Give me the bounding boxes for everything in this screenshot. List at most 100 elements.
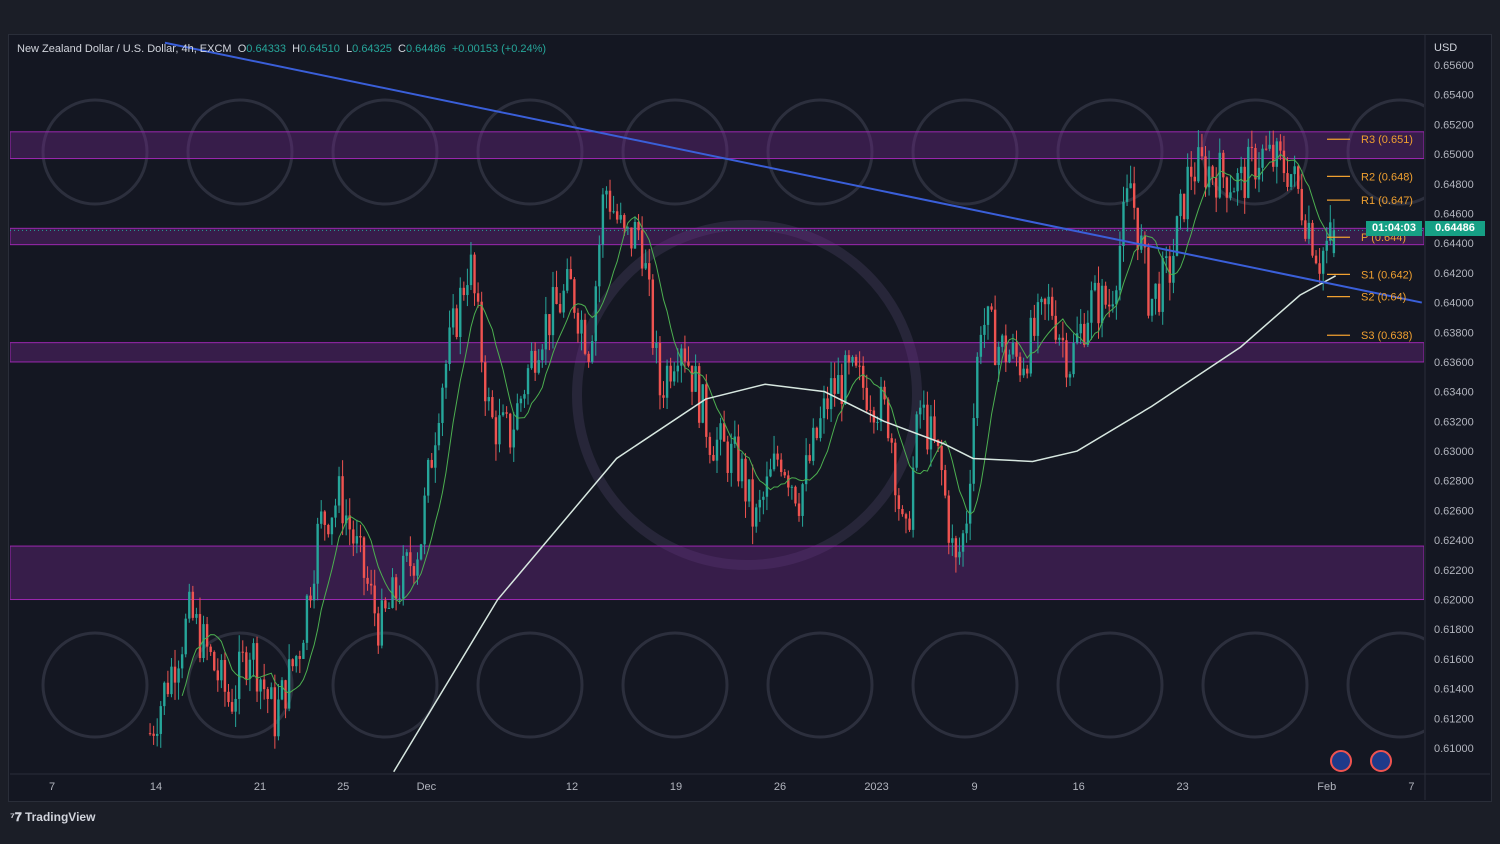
candle-body: [826, 398, 829, 410]
candle-body: [1247, 146, 1250, 198]
candle-body: [305, 595, 309, 643]
candle-body: [484, 362, 487, 402]
candle-body: [1093, 282, 1097, 291]
candle-body: [1150, 298, 1154, 316]
price-tick-label: 0.63800: [1434, 327, 1474, 339]
candle-body: [1065, 340, 1068, 378]
candle-body: [858, 365, 861, 367]
candle-body: [526, 368, 530, 395]
watermark-badge: [1201, 631, 1309, 739]
candle-body: [772, 453, 776, 470]
candle-body: [1050, 296, 1054, 316]
candle-body: [783, 472, 786, 476]
candle-body: [1300, 188, 1303, 221]
price-tick-label: 0.62600: [1434, 505, 1474, 517]
candle-body: [309, 595, 312, 601]
candle-body: [926, 404, 929, 450]
close-value: 0.64486: [405, 43, 446, 55]
price-tick-label: 0.63200: [1434, 416, 1474, 428]
candle-body: [334, 505, 337, 518]
candle-body: [352, 529, 355, 544]
candle-body: [245, 652, 248, 679]
watermark-badge: [621, 631, 729, 739]
watermark-badge: [911, 98, 1019, 206]
candle-body: [1090, 290, 1093, 323]
candle-body: [327, 524, 330, 535]
candle-body: [355, 536, 359, 544]
candle-body: [1165, 256, 1168, 259]
candle-body: [362, 537, 366, 578]
candle-body: [480, 301, 483, 363]
candle-body: [965, 523, 968, 534]
candle-body: [662, 395, 665, 398]
candle-body: [1026, 368, 1029, 374]
candle-body: [968, 483, 972, 524]
pivot-label: S2 (0.64): [1361, 292, 1406, 304]
candle-body: [255, 643, 259, 692]
candle-body: [1118, 246, 1122, 291]
candle-body: [205, 624, 209, 647]
candle-body: [990, 306, 993, 310]
candle-body: [216, 670, 220, 681]
candle-body: [466, 285, 469, 296]
candle-body: [202, 624, 205, 658]
candle-body: [890, 438, 893, 443]
candle-body: [911, 467, 915, 530]
candle-body: [1207, 166, 1211, 188]
candle-body: [1104, 285, 1107, 305]
plot-area: R3 (0.651)R2 (0.648)R1 (0.647)P (0.644)S…: [10, 41, 1424, 773]
candle-body: [170, 666, 173, 695]
candle-body: [1311, 222, 1314, 256]
tradingview-logo[interactable]: ⁷𝟕 TradingView: [10, 810, 95, 825]
bar-countdown-tag: 01:04:03: [1366, 221, 1422, 236]
candle-body: [983, 324, 986, 335]
candle-body: [958, 551, 961, 558]
watermark-badge: [1346, 631, 1424, 739]
candle-body: [213, 651, 216, 671]
price-tick-label: 0.61200: [1434, 713, 1474, 725]
candle-body: [491, 397, 494, 418]
watermark-badge: [1056, 98, 1164, 206]
candle-body: [844, 355, 847, 404]
candle-body: [1218, 152, 1221, 198]
candle-body: [1286, 173, 1289, 187]
candle-body: [437, 422, 441, 446]
time-tick-label: 25: [337, 781, 349, 793]
candle-body: [330, 517, 334, 535]
candle-body: [184, 618, 187, 655]
candle-body: [1033, 317, 1036, 336]
candle-body: [227, 691, 230, 703]
candle-body: [961, 533, 965, 552]
candle-body: [787, 475, 790, 488]
candle-body: [1100, 285, 1104, 324]
candle-body: [790, 486, 794, 488]
candle-body: [840, 375, 843, 404]
candle-body: [341, 476, 344, 524]
candle-body: [851, 356, 854, 363]
watermark-badge: [186, 631, 294, 739]
candle-body: [822, 398, 826, 419]
price-tick-label: 0.63400: [1434, 387, 1474, 399]
candle-body: [815, 427, 819, 439]
candle-body: [523, 394, 526, 399]
pivot-label: R1 (0.647): [1361, 195, 1413, 207]
candle-body: [423, 495, 426, 545]
price-tick-label: 0.61800: [1434, 624, 1474, 636]
candle-body: [1325, 240, 1328, 251]
candle-body: [498, 415, 501, 445]
economic-event-flag-icon: [1370, 750, 1392, 772]
watermark-badge: [1346, 98, 1424, 206]
candle-body: [248, 659, 252, 679]
candle-body: [847, 355, 851, 363]
candle-body: [601, 194, 605, 245]
watermark-badge: [766, 631, 874, 739]
candle-body: [1232, 191, 1236, 193]
logo-icon: ⁷𝟕: [10, 810, 25, 824]
candle-body: [252, 643, 255, 660]
price-tick-label: 0.64400: [1434, 238, 1474, 250]
candle-body: [266, 689, 269, 699]
watermark-badge: [331, 631, 439, 739]
time-tick-label: Feb: [1317, 781, 1336, 793]
